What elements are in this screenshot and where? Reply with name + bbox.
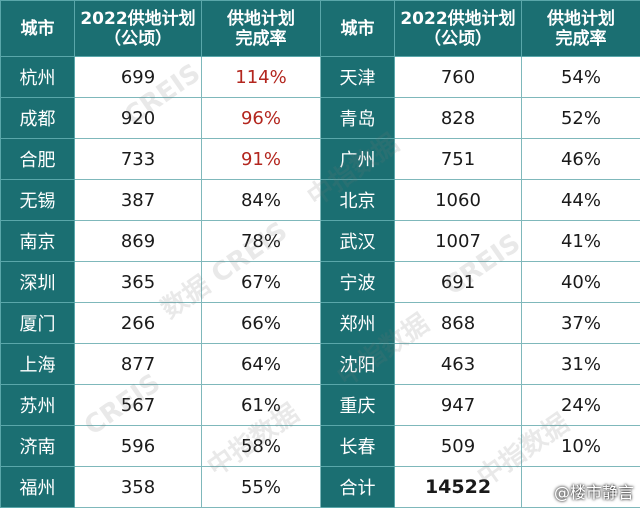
table-row: 厦门 266 66% 郑州 868 37% xyxy=(0,302,640,344)
table-body: 杭州 699 114% 天津 760 54% 成都 920 96% 青岛 828 52% 合肥 733 91… xyxy=(0,56,640,508)
city-right-cell: 广州 xyxy=(320,138,395,180)
plan-left-cell: 387 xyxy=(74,179,202,221)
rate-left-cell: 96% xyxy=(201,97,321,139)
table-row: 成都 920 96% 青岛 828 52% xyxy=(0,97,640,139)
header-city-right: 城市 xyxy=(320,0,395,57)
rate-left-cell: 64% xyxy=(201,343,321,385)
city-right-cell: 重庆 xyxy=(320,384,395,426)
rate-left-cell: 61% xyxy=(201,384,321,426)
rate-left-cell: 67% xyxy=(201,261,321,303)
table-row: 深圳 365 67% 宁波 691 40% xyxy=(0,261,640,303)
rate-right-cell: 24% xyxy=(521,384,640,426)
city-right-cell: 郑州 xyxy=(320,302,395,344)
plan-right-cell: 751 xyxy=(394,138,522,180)
table-row: 无锡 387 84% 北京 1060 44% xyxy=(0,179,640,221)
rate-right-cell: 37% xyxy=(521,302,640,344)
city-left-cell: 厦门 xyxy=(0,302,75,344)
table-row: 合肥 733 91% 广州 751 46% xyxy=(0,138,640,180)
rate-left-cell: 114% xyxy=(201,56,321,98)
plan-right-cell: 828 xyxy=(394,97,522,139)
rate-right-cell xyxy=(521,466,640,508)
header-rate-right: 供地计划 完成率 xyxy=(521,0,640,57)
table-row: 杭州 699 114% 天津 760 54% xyxy=(0,56,640,98)
rate-left-cell: 84% xyxy=(201,179,321,221)
city-left-cell: 济南 xyxy=(0,425,75,467)
rate-left-cell: 78% xyxy=(201,220,321,262)
rate-right-cell: 10% xyxy=(521,425,640,467)
plan-left-cell: 266 xyxy=(74,302,202,344)
plan-right-cell: 947 xyxy=(394,384,522,426)
city-left-cell: 福州 xyxy=(0,466,75,508)
city-left-cell: 杭州 xyxy=(0,56,75,98)
city-left-cell: 深圳 xyxy=(0,261,75,303)
rate-right-cell: 41% xyxy=(521,220,640,262)
source-label: @楼市静言 xyxy=(553,483,634,502)
city-left-cell: 成都 xyxy=(0,97,75,139)
header-plan-right: 2022供地计划 （公顷） xyxy=(394,0,522,57)
city-right-cell: 北京 xyxy=(320,179,395,221)
header-city-left: 城市 xyxy=(0,0,75,57)
table-header-row: 城市 2022供地计划 （公顷） 供地计划 完成率 城市 2022供地计划 （公… xyxy=(0,0,640,57)
plan-left-cell: 567 xyxy=(74,384,202,426)
city-right-cell: 合计 xyxy=(320,466,395,508)
table-row: 上海 877 64% 沈阳 463 31% xyxy=(0,343,640,385)
city-left-cell: 合肥 xyxy=(0,138,75,180)
rate-right-cell: 52% xyxy=(521,97,640,139)
plan-left-cell: 699 xyxy=(74,56,202,98)
rate-right-cell: 31% xyxy=(521,343,640,385)
rate-right-cell: 40% xyxy=(521,261,640,303)
plan-right-cell: 463 xyxy=(394,343,522,385)
city-right-cell: 长春 xyxy=(320,425,395,467)
plan-right-cell: 14522 xyxy=(394,466,522,508)
plan-right-cell: 1007 xyxy=(394,220,522,262)
plan-right-cell: 691 xyxy=(394,261,522,303)
plan-left-cell: 733 xyxy=(74,138,202,180)
plan-left-cell: 358 xyxy=(74,466,202,508)
city-left-cell: 无锡 xyxy=(0,179,75,221)
city-right-cell: 宁波 xyxy=(320,261,395,303)
plan-left-cell: 877 xyxy=(74,343,202,385)
city-right-cell: 天津 xyxy=(320,56,395,98)
table-row: 福州 358 55% 合计 14522 xyxy=(0,466,640,508)
plan-right-cell: 509 xyxy=(394,425,522,467)
plan-left-cell: 596 xyxy=(74,425,202,467)
city-right-cell: 武汉 xyxy=(320,220,395,262)
table-row: 南京 869 78% 武汉 1007 41% xyxy=(0,220,640,262)
header-rate-left: 供地计划 完成率 xyxy=(201,0,321,57)
plan-right-cell: 1060 xyxy=(394,179,522,221)
rate-left-cell: 91% xyxy=(201,138,321,180)
city-right-cell: 沈阳 xyxy=(320,343,395,385)
rate-right-cell: 46% xyxy=(521,138,640,180)
table-row: 苏州 567 61% 重庆 947 24% xyxy=(0,384,640,426)
city-left-cell: 上海 xyxy=(0,343,75,385)
rate-left-cell: 58% xyxy=(201,425,321,467)
city-left-cell: 南京 xyxy=(0,220,75,262)
plan-left-cell: 920 xyxy=(74,97,202,139)
rate-right-cell: 54% xyxy=(521,56,640,98)
rate-right-cell: 44% xyxy=(521,179,640,221)
table-row: 济南 596 58% 长春 509 10% xyxy=(0,425,640,467)
rate-left-cell: 55% xyxy=(201,466,321,508)
rate-left-cell: 66% xyxy=(201,302,321,344)
plan-right-cell: 760 xyxy=(394,56,522,98)
plan-left-cell: 869 xyxy=(74,220,202,262)
city-left-cell: 苏州 xyxy=(0,384,75,426)
plan-left-cell: 365 xyxy=(74,261,202,303)
city-right-cell: 青岛 xyxy=(320,97,395,139)
plan-right-cell: 868 xyxy=(394,302,522,344)
header-plan-left: 2022供地计划 （公顷） xyxy=(74,0,202,57)
